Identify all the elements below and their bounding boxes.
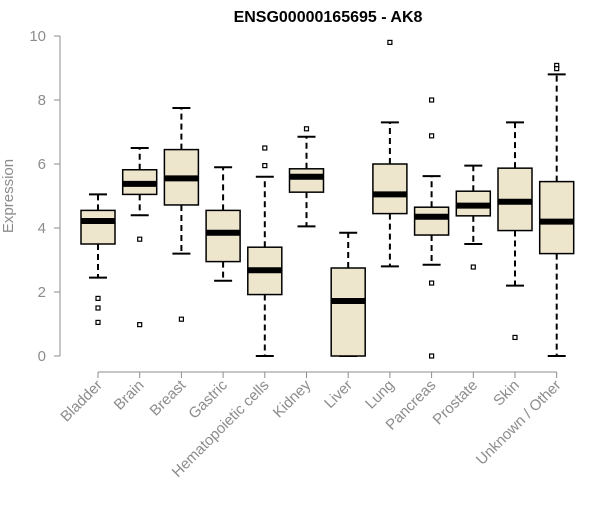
outlier-point [178,316,184,322]
iqr-box [330,267,366,357]
outlier-point [137,236,143,242]
box-gastric [205,166,241,282]
x-tick-label: Skin [490,377,523,410]
x-tick-label: Kidney [270,376,315,421]
iqr-box [288,168,325,193]
box-lung [372,39,408,268]
y-tick-label: 4 [38,220,46,237]
box-bladder [80,193,116,325]
outlier-point [387,39,393,46]
box-breast [163,107,200,322]
iqr-box [538,180,575,255]
y-tick-label: 10 [29,28,46,45]
outlier-point [470,264,476,270]
x-tick-label: Lung [362,377,398,413]
box-kidney [288,126,325,228]
x-tick-label: Prostate [430,377,482,429]
y-tick-label: 8 [38,92,46,109]
box-brain [121,147,158,328]
iqr-box [205,209,241,263]
iqr-box [413,206,450,236]
box-unknown-other [538,62,575,357]
box-liver [330,231,366,357]
outlier-point [554,66,560,72]
box-prostate [455,164,492,270]
y-tick-label: 6 [38,156,46,173]
y-axis-label: Expression [0,159,17,233]
iqr-box [80,209,116,245]
y-tick-label: 0 [38,348,46,365]
outlier-point [429,353,435,359]
outlier-point [512,334,518,341]
boxes-group [80,39,575,359]
outlier-point [429,280,435,286]
box-pancreas [413,97,450,359]
chart-title: ENSG00000165695 - AK8 [234,9,423,26]
iqr-box [372,163,408,215]
box-skin [497,121,533,341]
outlier-point [429,133,435,139]
outlier-point [95,305,101,311]
outlier-point [262,145,268,151]
outlier-point [95,295,101,301]
outlier-point [303,126,310,132]
outlier-point [95,319,101,325]
x-tick-label: Liver [321,377,356,412]
outlier-point [137,322,143,328]
box-hematopoietic-cells [247,145,283,357]
outlier-point [262,163,268,169]
x-tick-label: Breast [147,376,190,419]
x-tick-label: Brain [111,377,148,414]
x-tick-label: Bladder [57,377,106,426]
y-tick-label: 2 [38,284,46,301]
outlier-point [429,97,435,103]
